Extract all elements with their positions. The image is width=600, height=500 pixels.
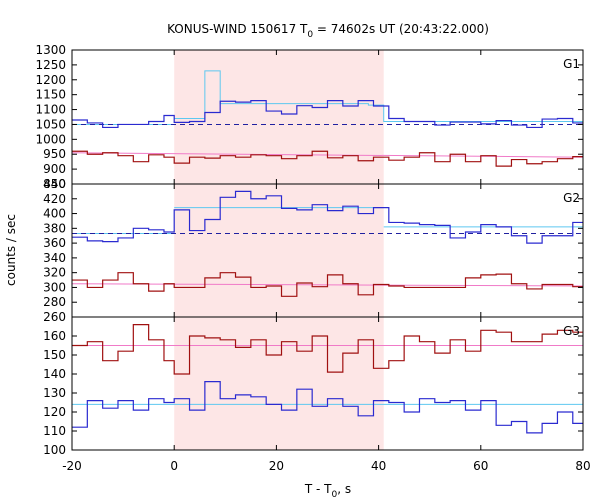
- x-tick-label: 60: [473, 459, 488, 473]
- y-tick-label: 300: [43, 280, 66, 294]
- y-tick-label: 130: [43, 386, 66, 400]
- y-axis-label: counts / sec: [4, 214, 18, 286]
- chart-title-prefix: KONUS-WIND 150617 T: [167, 22, 308, 36]
- panels-layer: 8509009501000105011001150120012501300G12…: [35, 43, 590, 473]
- y-tick-label: 400: [43, 207, 66, 221]
- x-tick-label: 0: [170, 459, 178, 473]
- g1-series-blue-histogram: [72, 100, 583, 129]
- g2-series-blue-histogram: [72, 190, 583, 244]
- panel-g3-frame: [71, 316, 584, 451]
- y-tick-label: 850: [43, 177, 66, 191]
- panel-g3: 100 110 120 130 140 150 160 G3: [43, 316, 584, 457]
- chart-title-subscript: 0: [307, 30, 313, 40]
- x-axis-label-subscript: 0: [332, 490, 338, 500]
- y-tick-label: 900: [43, 162, 66, 176]
- g3-series-blue-histogram: [72, 381, 583, 434]
- y-tick-label: 380: [43, 221, 66, 235]
- g1-series-red-histogram: [72, 150, 583, 167]
- x-tick-label: -20: [62, 459, 82, 473]
- y-tick-label: 1150: [35, 88, 66, 102]
- y-tick-label: 140: [43, 367, 66, 381]
- x-axis-label: T - T0, s: [304, 482, 351, 500]
- y-tick-label: 280: [43, 295, 66, 309]
- y-tick-label: 100: [43, 443, 66, 457]
- chart-title-suffix: = 74602s UT (20:43:22.000): [313, 22, 489, 36]
- y-tick-label: 1300: [35, 43, 66, 57]
- y-tick-label: 110: [43, 424, 66, 438]
- y-tick-label: 360: [43, 236, 66, 250]
- y-tick-label: 260: [43, 310, 66, 324]
- panel-label-g2: G2: [563, 191, 580, 205]
- y-tick-label: 1200: [35, 73, 66, 87]
- y-tick-label: 120: [43, 405, 66, 419]
- y-tick-label: 320: [43, 266, 66, 280]
- x-tick-label: 20: [269, 459, 284, 473]
- g2-series-red-histogram: [72, 272, 583, 297]
- y-tick-label: 1250: [35, 58, 66, 72]
- y-tick-label: 1000: [35, 132, 66, 146]
- g3-series-red-histogram: [72, 324, 583, 375]
- x-axis-label-prefix: T - T: [304, 482, 332, 496]
- y-tick-label: 950: [43, 147, 66, 161]
- panel-label-g1: G1: [563, 57, 580, 71]
- shaded-burst-interval: [174, 50, 384, 450]
- y-tick-label: 440: [43, 177, 66, 191]
- y-tick-label: 160: [43, 329, 66, 343]
- x-tick-label: 80: [575, 459, 590, 473]
- y-tick-label: 1100: [35, 103, 66, 117]
- x-tick-label: 40: [371, 459, 386, 473]
- chart-title: KONUS-WIND 150617 T0 = 74602s UT (20:43:…: [167, 22, 489, 40]
- y-tick-label: 340: [43, 251, 66, 265]
- g1-series-blue-fit-line: [174, 70, 583, 122]
- y-tick-label: 1050: [35, 117, 66, 131]
- y-tick-label: 150: [43, 348, 66, 362]
- x-axis-label-suffix: , s: [337, 482, 351, 496]
- y-tick-label: 420: [43, 192, 66, 206]
- panel-label-g3: G3: [563, 324, 580, 338]
